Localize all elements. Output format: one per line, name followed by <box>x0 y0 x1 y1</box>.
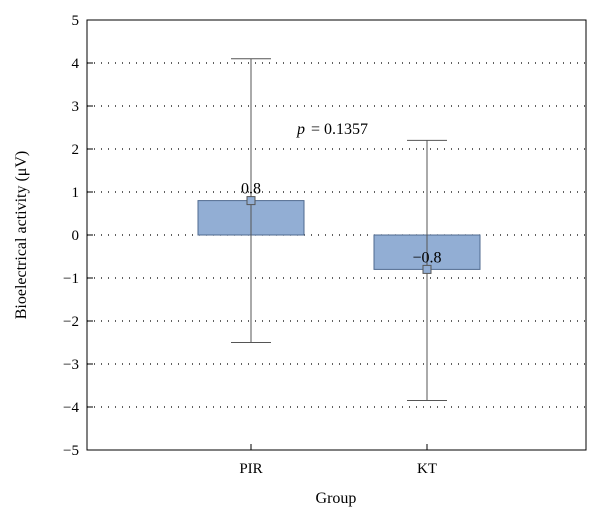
mean-marker <box>246 196 256 206</box>
x-tick-label-pir: PIR <box>239 461 262 477</box>
x-axis-title: Group <box>316 490 357 507</box>
y-tick-label: −1 <box>63 271 79 287</box>
y-tick-label: −2 <box>63 314 79 330</box>
y-tick-label: −3 <box>63 357 79 373</box>
data-labels: 0.8 −0.8 <box>241 181 442 267</box>
y-tick-label: 3 <box>72 99 80 115</box>
y-tick-label: 1 <box>72 185 80 201</box>
x-axis-ticks: PIR KT <box>239 444 437 477</box>
y-tick-label: 0 <box>72 228 80 244</box>
data-label-kt: −0.8 <box>412 249 441 266</box>
mean-marker <box>422 264 432 274</box>
y-tick-label: −5 <box>63 443 79 459</box>
p-value: = 0.1357 <box>311 121 368 138</box>
data-label-pir: 0.8 <box>241 181 261 198</box>
y-axis-ticks: 5 4 3 2 1 0 −1 −2 −3 −4 −5 <box>63 13 93 459</box>
error-bars <box>231 58 447 402</box>
y-tick-label: 5 <box>72 13 80 29</box>
p-value-annotation: p = 0.1357 <box>296 121 368 138</box>
grid <box>87 62 586 408</box>
plot-frame <box>86 19 587 451</box>
x-tick-label-kt: KT <box>417 461 437 477</box>
y-axis-title: Bioelectrical activity (μV) <box>13 151 30 320</box>
y-tick-label: 4 <box>72 56 80 72</box>
p-symbol: p <box>296 121 305 138</box>
y-tick-label: −4 <box>63 400 79 416</box>
y-tick-label: 2 <box>72 142 80 158</box>
